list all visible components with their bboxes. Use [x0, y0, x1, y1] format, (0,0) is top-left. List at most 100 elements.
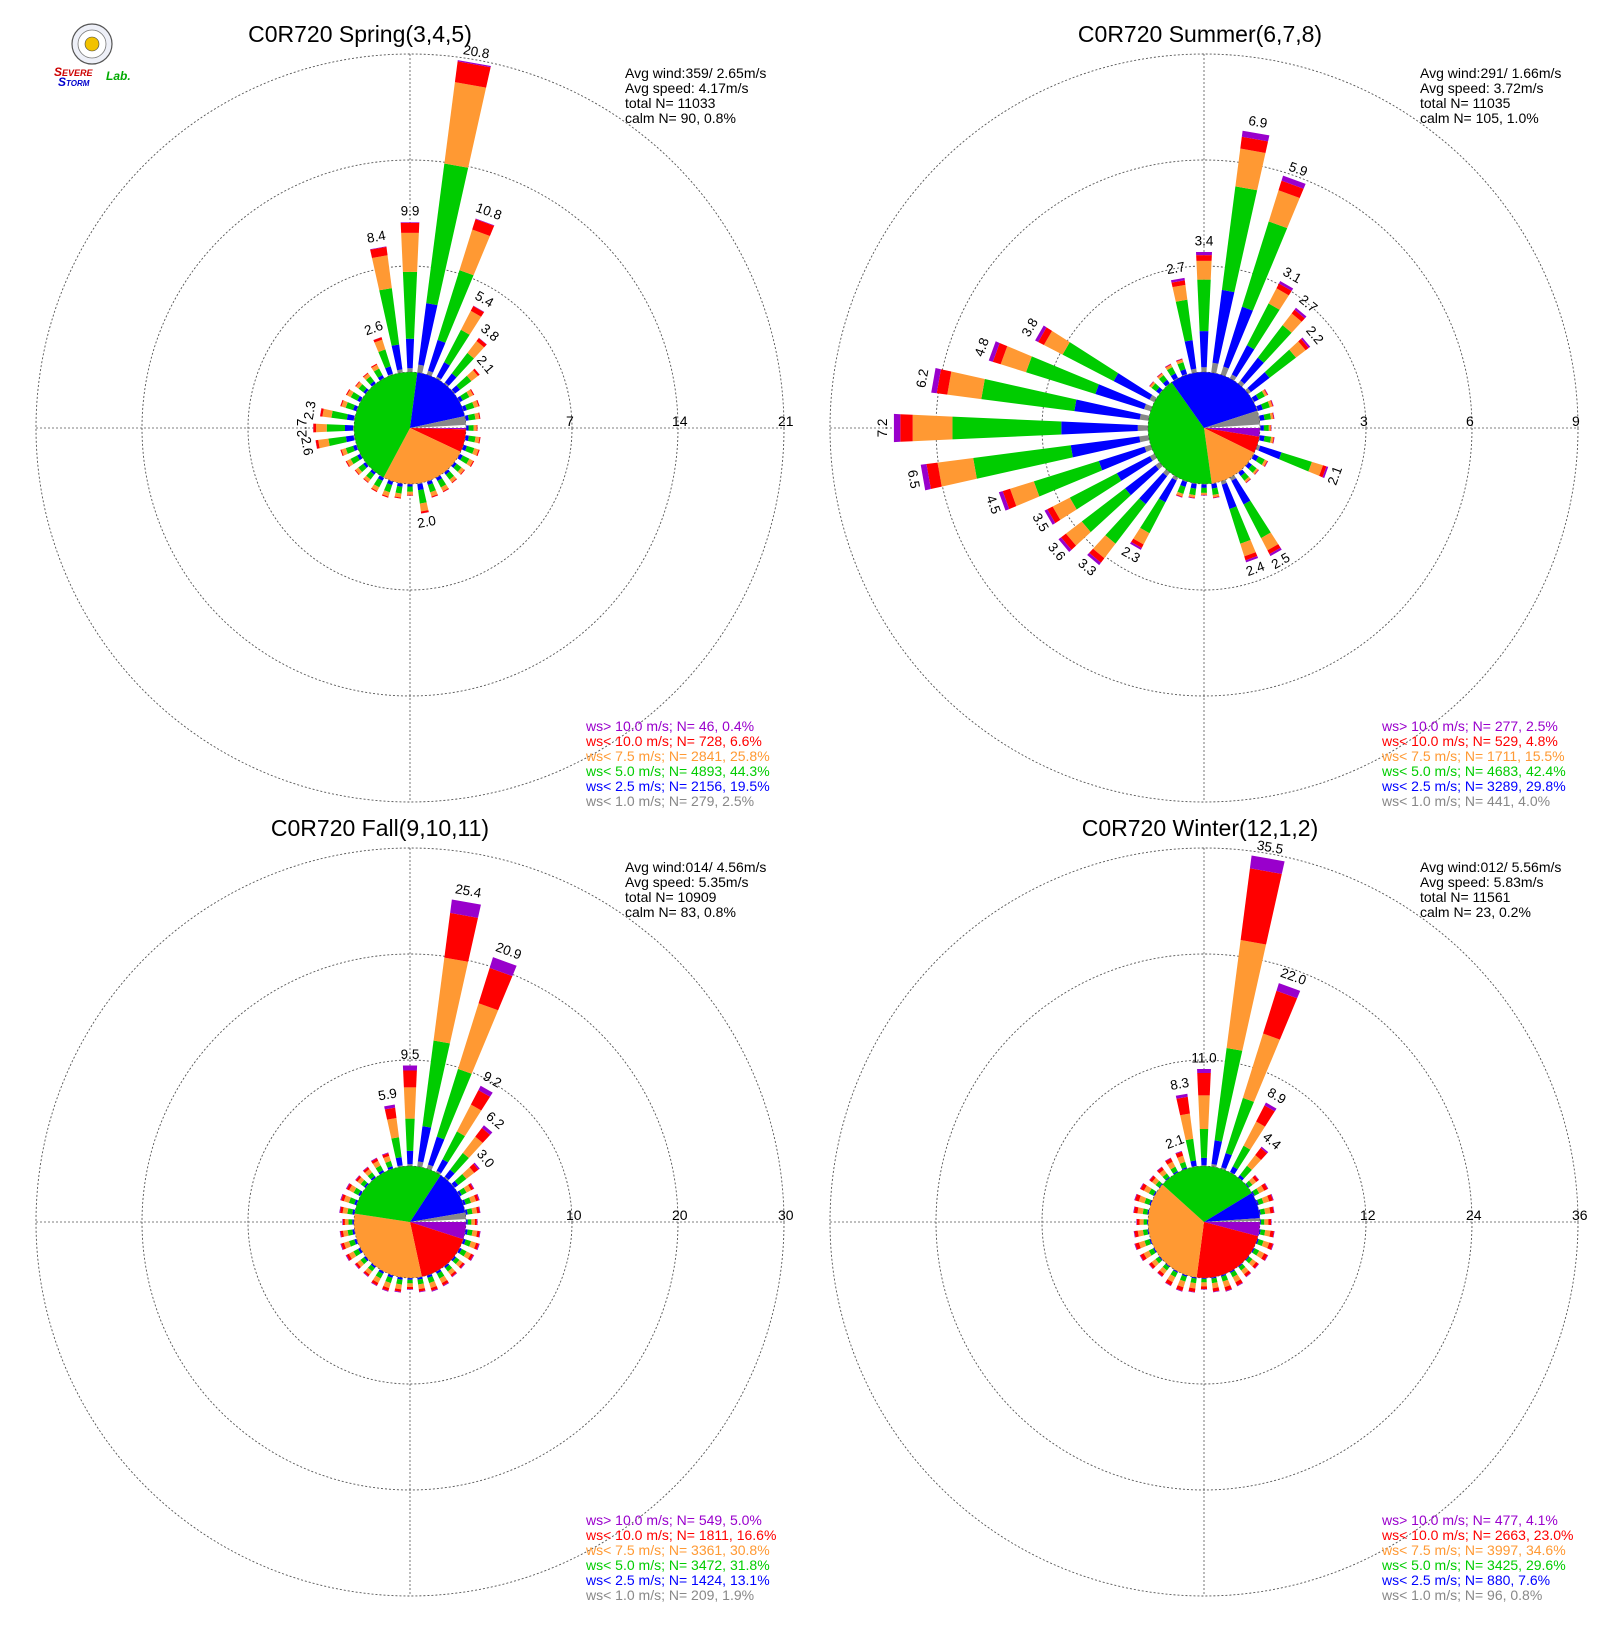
bar-segment-320: [1165, 1176, 1170, 1181]
bar-segment-110: [1255, 1238, 1259, 1245]
bar-segment-100: [1259, 435, 1265, 442]
bar-segment-220: [1157, 1272, 1163, 1277]
bar-segment-180: [1200, 1286, 1208, 1290]
bar-segment-210: [375, 1271, 384, 1279]
bar-segment-330: [1164, 363, 1171, 368]
bar-segment-20: [1242, 1033, 1280, 1102]
bar-segment-40: [1255, 1147, 1268, 1160]
info-line: total N= 11561: [1420, 889, 1511, 905]
bar-segment-170: [417, 483, 424, 491]
bar-value-label: 35.5: [1256, 838, 1284, 857]
bar-segment-50: [474, 368, 480, 375]
bar-segment-300: [358, 1190, 363, 1197]
bar-segment-270: [344, 425, 354, 431]
bar-segment-340: [1177, 1155, 1186, 1164]
bar-segment-340: [381, 1152, 389, 1156]
ring-label: 3: [1360, 413, 1368, 429]
pie-slice: [1204, 1218, 1260, 1222]
bar-segment-140: [445, 471, 455, 480]
bar-segment-320: [362, 1166, 369, 1172]
bar-segment-0: [1197, 1072, 1211, 1096]
bar-segment-320: [364, 1168, 373, 1177]
bar-segment-60: [1264, 1182, 1269, 1189]
bar-segment-40: [444, 373, 457, 386]
bar-segment-40: [1238, 1174, 1245, 1181]
bar-segment-340: [1176, 358, 1183, 362]
bar-segment-160: [431, 495, 439, 498]
bar-segment-30: [1232, 1145, 1251, 1170]
bar-segment-230: [354, 469, 360, 476]
bar-segment-190: [1189, 487, 1197, 496]
bar-segment-320: [370, 1175, 376, 1181]
bar-segment-0: [406, 1150, 414, 1165]
bar-value-label: 2.7: [1165, 259, 1186, 277]
logo-text: SEVERE: [54, 65, 94, 79]
bar-segment-50: [1245, 1183, 1250, 1188]
bar-segment-20: [1220, 366, 1229, 377]
bar-segment-30: [1268, 288, 1289, 310]
bar-segment-270: [893, 413, 901, 443]
bar-segment-210: [1172, 475, 1179, 481]
bar-segment-30: [470, 305, 485, 317]
pie-slice: [1204, 428, 1255, 484]
bar-segment-20: [426, 370, 434, 377]
info-line: Avg speed: 4.17m/s: [625, 80, 748, 96]
bar-segment-280: [947, 371, 985, 400]
bar-segment-180: [406, 491, 414, 495]
bar-segment-200: [1175, 495, 1183, 498]
bar-segment-310: [357, 1177, 365, 1185]
bar-segment-60: [1256, 1185, 1265, 1194]
bar-segment-10: [417, 1161, 424, 1168]
bar-segment-310: [355, 1175, 360, 1181]
bar-segment-170: [1212, 1287, 1220, 1292]
bar-segment-150: [1230, 1270, 1238, 1278]
bar-segment-120: [1251, 454, 1259, 462]
bar-segment-260: [347, 1229, 354, 1236]
bar-segment-300: [1139, 1183, 1144, 1190]
bar-segment-320: [1159, 1169, 1167, 1177]
bar-segment-320: [1162, 379, 1170, 387]
bar-segment-310: [358, 384, 367, 393]
bar-segment-130: [1245, 462, 1253, 469]
bar-segment-0: [1199, 1129, 1209, 1158]
info-line: Avg speed: 5.83m/s: [1420, 874, 1543, 890]
pie-slice: [1148, 382, 1212, 485]
bar-segment-230: [1065, 521, 1091, 546]
bar-segment-10: [450, 899, 481, 918]
bar-segment-280: [1147, 1209, 1150, 1215]
info-line: calm N= 23, 0.2%: [1420, 904, 1531, 920]
legend-entry: ws< 2.5 m/s; N= 1424, 13.1%: [585, 1572, 770, 1588]
bar-segment-250: [340, 1243, 344, 1251]
bar-segment-40: [1257, 325, 1292, 363]
bar-segment-200: [381, 1288, 389, 1292]
bar-segment-350: [1171, 280, 1186, 288]
bar-segment-70: [1255, 406, 1259, 412]
ring-label: 36: [1572, 1207, 1588, 1223]
bar-segment-50: [451, 385, 461, 394]
bar-segment-130: [1252, 1261, 1259, 1269]
bar-segment-250: [345, 445, 355, 454]
bar-segment-20: [459, 229, 490, 276]
bar-segment-220: [1162, 1264, 1170, 1271]
bar-segment-200: [385, 1276, 393, 1284]
bar-segment-260: [1147, 1229, 1150, 1235]
bar-segment-260: [315, 439, 320, 449]
bar-segment-200: [384, 483, 393, 493]
info-line: Avg wind:359/ 2.65m/s: [625, 65, 766, 81]
bar-segment-280: [353, 415, 356, 421]
bar-segment-290: [352, 405, 358, 412]
bar-segment-160: [427, 483, 436, 493]
bar-segment-160: [1245, 556, 1259, 563]
bar-segment-210: [377, 475, 385, 481]
bar-segment-280: [931, 367, 941, 394]
bar-segment-350: [384, 1104, 396, 1110]
bar-segment-40: [444, 1169, 455, 1180]
bar-segment-280: [352, 1209, 356, 1215]
bar-segment-310: [1149, 381, 1154, 387]
bar-segment-0: [405, 338, 415, 369]
bar-segment-0: [1199, 331, 1209, 368]
bar-segment-250: [1033, 460, 1103, 497]
bar-segment-10: [1221, 186, 1258, 293]
bar-segment-180: [407, 1278, 413, 1280]
